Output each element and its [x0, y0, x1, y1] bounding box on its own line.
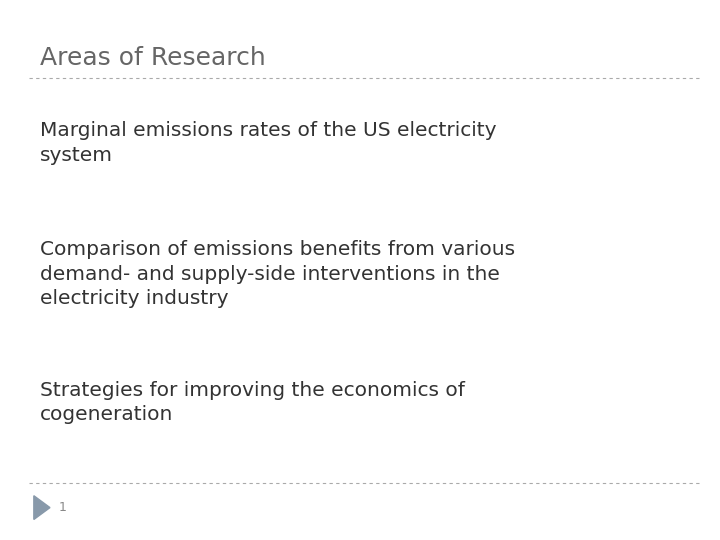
Text: Comparison of emissions benefits from various
demand- and supply-side interventi: Comparison of emissions benefits from va…: [40, 240, 515, 308]
Text: Strategies for improving the economics of
cogeneration: Strategies for improving the economics o…: [40, 381, 464, 424]
Polygon shape: [34, 496, 50, 519]
Text: 1: 1: [58, 501, 66, 514]
Text: Areas of Research: Areas of Research: [40, 46, 266, 70]
Text: Marginal emissions rates of the US electricity
system: Marginal emissions rates of the US elect…: [40, 122, 496, 165]
